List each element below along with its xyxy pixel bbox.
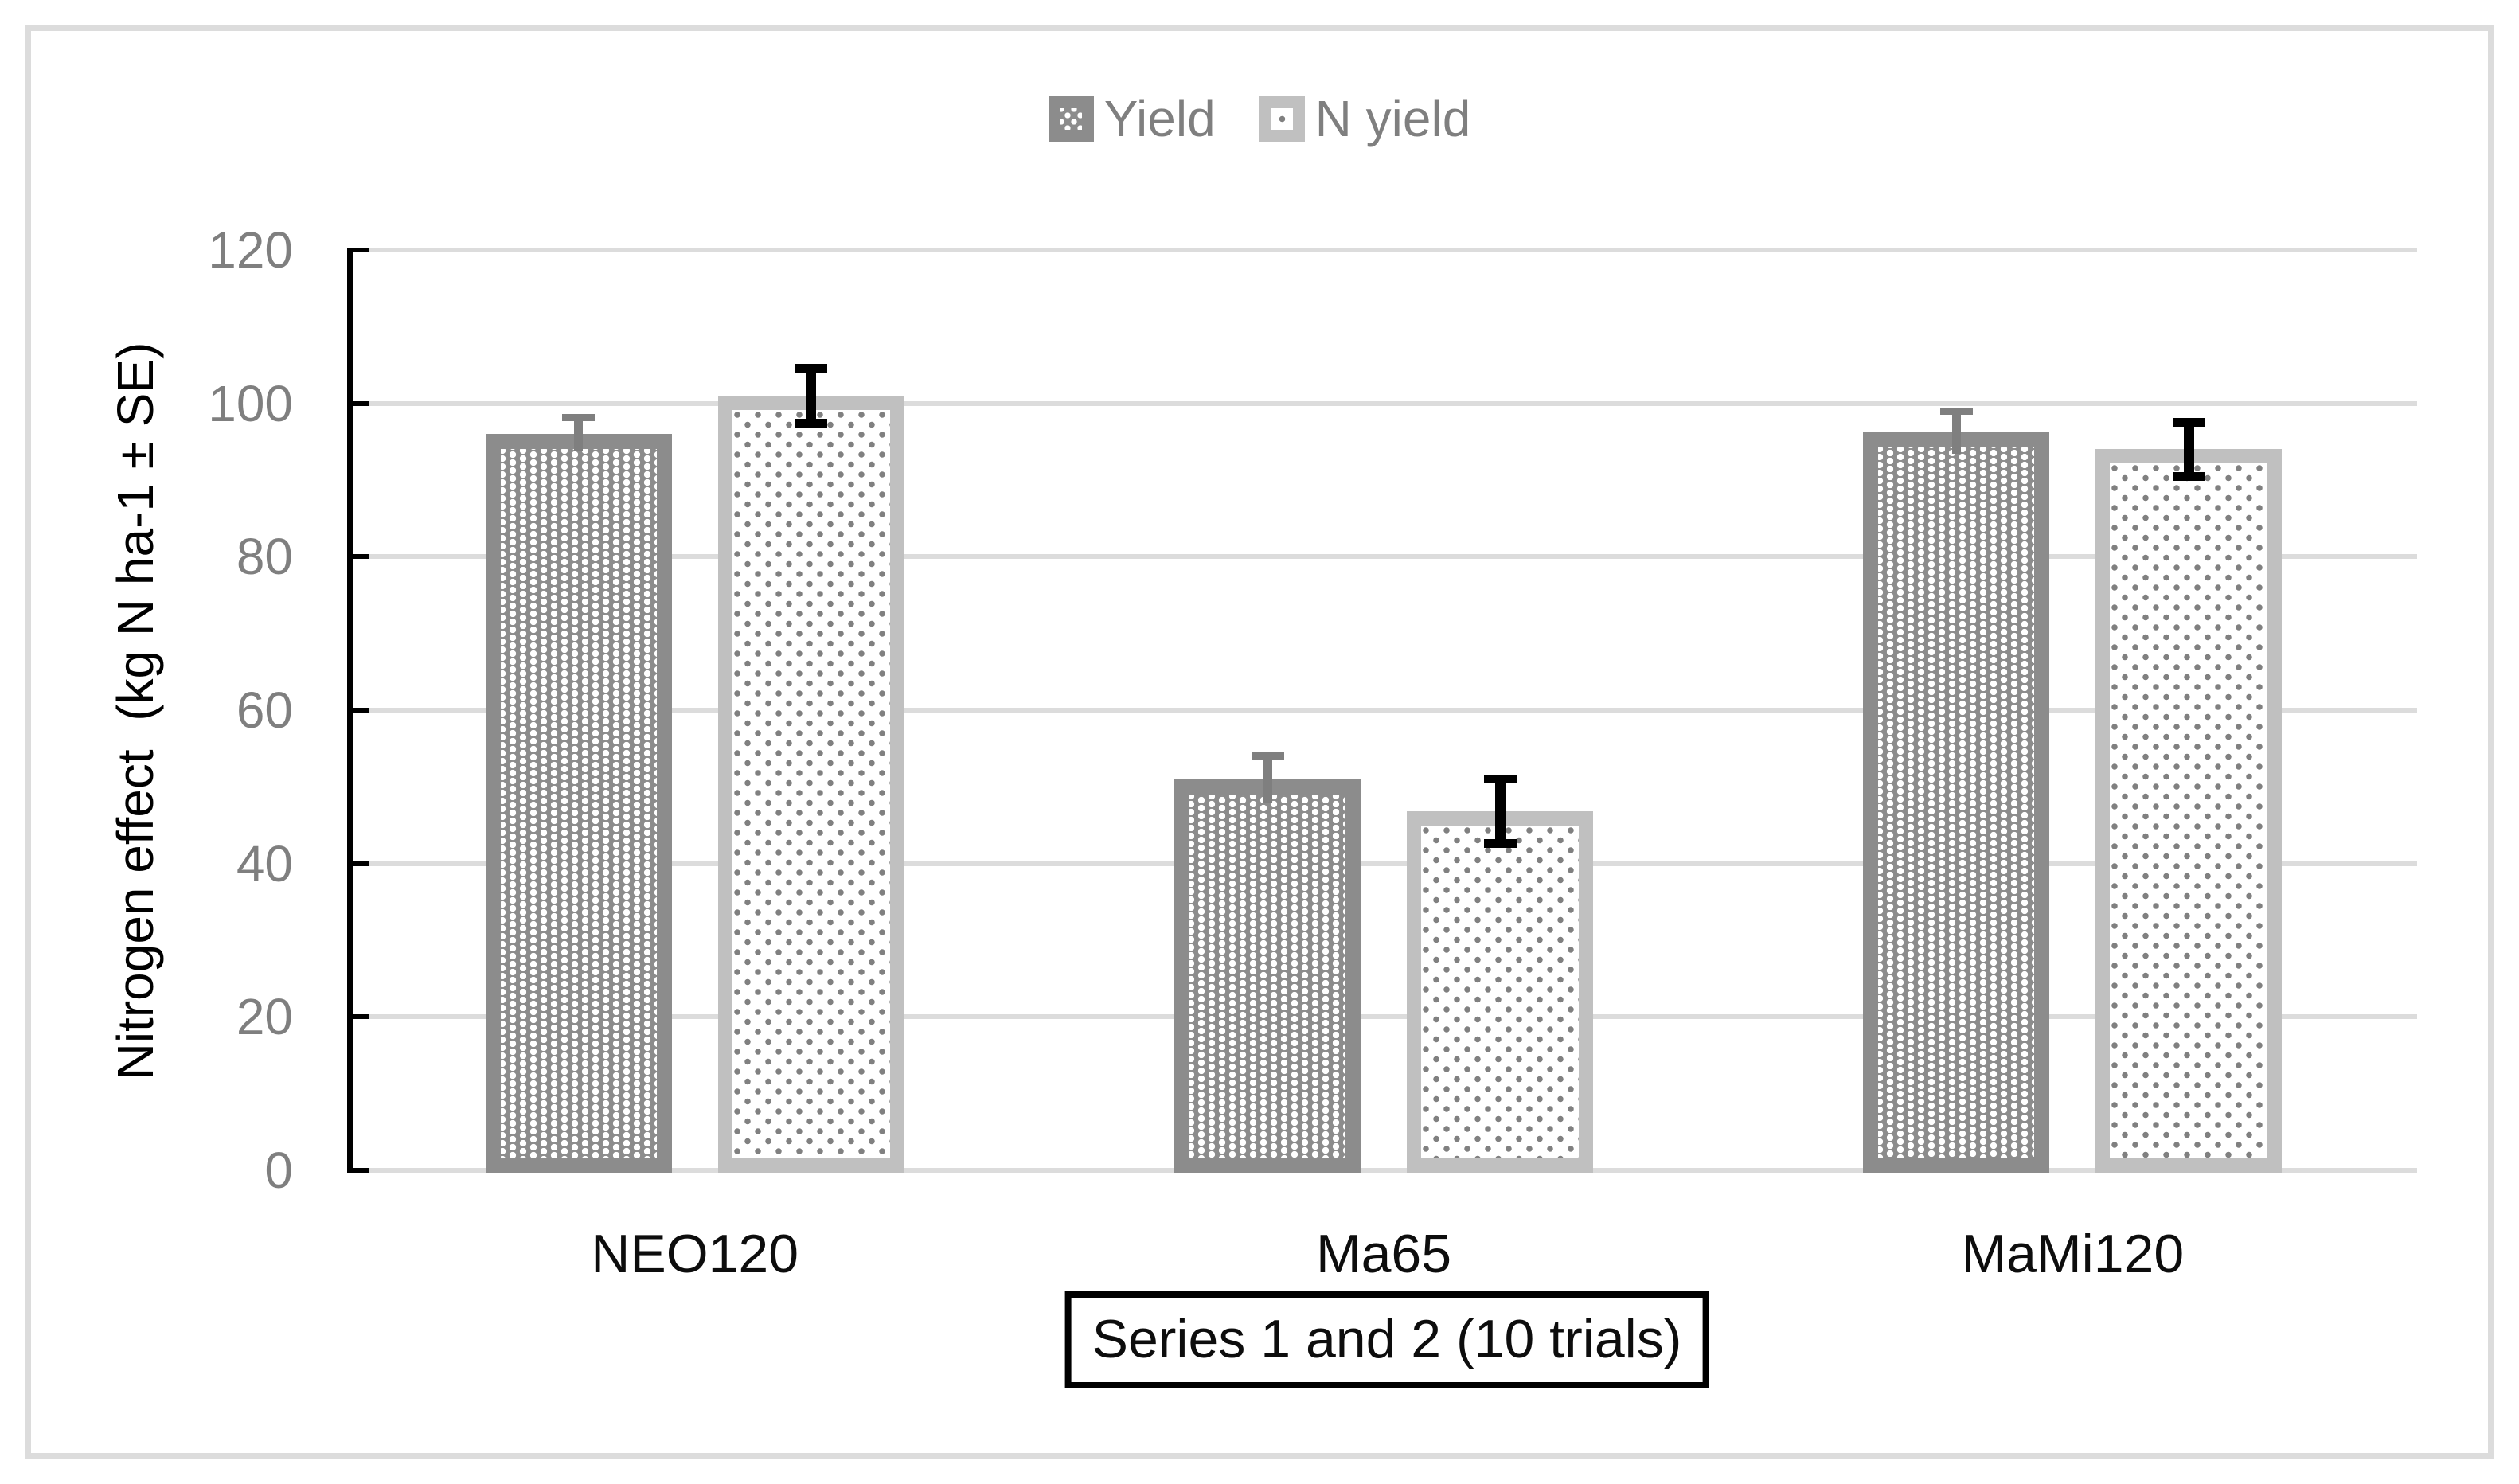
gridline-60: [353, 708, 2417, 713]
legend-label-n-yield: N yield: [1314, 90, 1471, 147]
x-label-neo120: NEO120: [591, 1224, 799, 1284]
y-tick-label-80: 80: [236, 528, 293, 586]
bar-n-yield-mami120: [2095, 449, 2283, 1173]
bar-yield-neo120: [485, 434, 672, 1173]
error-bar-yield-ma65: [1263, 756, 1272, 803]
legend-label-yield: Yield: [1103, 90, 1216, 147]
x-label-mami120: MaMi120: [1961, 1224, 2185, 1284]
error-bar-yield-neo120: [574, 417, 584, 451]
figure-border: [25, 25, 2494, 1459]
legend-swatch-n-yield-icon: [1259, 96, 1305, 142]
gridline-20: [353, 1014, 2417, 1020]
bar-n-yield-ma65: [1407, 811, 1593, 1173]
bar-yield-ma65: [1174, 779, 1361, 1173]
error-bar-top-cap-yield-ma65: [1251, 752, 1284, 760]
bar-yield-mami120: [1863, 432, 2050, 1173]
legend-item-n-yield: N yield: [1259, 90, 1471, 147]
error-bar-top-cap-n-yield-ma65: [1483, 775, 1517, 784]
legend-swatch-yield-icon: [1048, 96, 1094, 142]
x-axis-title: Series 1 and 2 (10 trials): [1092, 1309, 1682, 1369]
y-axis-tick-60: [347, 708, 369, 713]
gridline-0: [353, 1168, 2417, 1173]
y-axis-tick-100: [347, 400, 369, 406]
error-bar-bottom-cap-n-yield-ma65: [1483, 839, 1517, 849]
y-axis-tick-20: [347, 1014, 369, 1020]
plot-area: [347, 248, 2417, 1173]
legend: Yield N yield: [0, 90, 2519, 147]
error-bar-top-cap-n-yield-mami120: [2172, 418, 2205, 428]
error-bar-top-cap-yield-neo120: [562, 413, 596, 421]
error-bar-top-cap-n-yield-neo120: [795, 363, 828, 373]
error-bar-n-yield-mami120: [2183, 422, 2194, 477]
gridline-100: [353, 400, 2417, 406]
gridline-40: [353, 861, 2417, 866]
y-tick-label-100: 100: [208, 374, 293, 432]
gridline-80: [353, 554, 2417, 560]
x-axis-title-box: Series 1 and 2 (10 trials): [1064, 1291, 1709, 1388]
legend-item-yield: Yield: [1048, 90, 1216, 147]
gridline-120: [353, 248, 2417, 252]
error-bar-bottom-cap-n-yield-neo120: [795, 419, 828, 428]
x-label-ma65: Ma65: [1315, 1224, 1452, 1284]
y-axis-tick-120: [347, 248, 369, 252]
y-axis-tick-0: [347, 1168, 369, 1173]
bar-n-yield-neo120: [717, 396, 904, 1173]
y-axis-tick-80: [347, 554, 369, 560]
error-bar-n-yield-neo120: [806, 368, 817, 424]
y-tick-label-20: 20: [236, 988, 293, 1046]
y-tick-label-0: 0: [264, 1142, 293, 1199]
y-tick-label-60: 60: [236, 681, 293, 739]
y-tick-label-40: 40: [236, 834, 293, 892]
y-axis-tick-40: [347, 861, 369, 866]
error-bar-yield-mami120: [1951, 411, 1961, 455]
error-bar-n-yield-ma65: [1494, 779, 1506, 844]
error-bar-bottom-cap-n-yield-mami120: [2172, 471, 2205, 481]
y-tick-label-120: 120: [208, 221, 293, 279]
error-bar-top-cap-yield-mami120: [1939, 407, 1973, 415]
